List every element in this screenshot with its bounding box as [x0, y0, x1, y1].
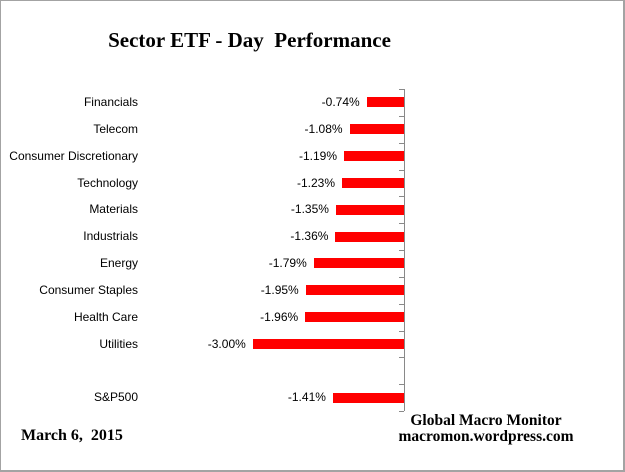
- axis-tick: [399, 411, 404, 412]
- category-label: Technology: [77, 175, 138, 190]
- bar: [349, 124, 404, 135]
- bar: [305, 285, 404, 296]
- value-label: -1.96%: [260, 309, 299, 324]
- value-label: -3.00%: [207, 336, 246, 351]
- category-label: Energy: [99, 256, 138, 270]
- bar: [305, 312, 404, 323]
- category-axis: [404, 89, 405, 411]
- axis-tick: [399, 277, 404, 278]
- bar: [313, 258, 404, 269]
- attribution-block: Global Macro Monitor macromon.wordpress.…: [369, 413, 603, 444]
- category-label: Utilities: [99, 336, 138, 351]
- category-label: Health Care: [73, 309, 138, 324]
- axis-tick: [399, 357, 404, 358]
- bar: [335, 204, 404, 215]
- bar: [332, 392, 404, 403]
- axis-tick: [399, 143, 404, 144]
- value-label: -1.19%: [298, 148, 338, 163]
- value-label: -1.41%: [287, 390, 326, 405]
- axis-tick: [399, 170, 404, 171]
- axis-tick: [399, 250, 404, 251]
- category-label: Industrials: [83, 229, 138, 244]
- attribution-source-name: Global Macro Monitor: [410, 412, 562, 429]
- axis-tick: [399, 223, 404, 224]
- value-label: -1.35%: [290, 202, 329, 217]
- chart-title: Sector ETF - Day Performance: [108, 28, 391, 52]
- axis-tick: [399, 304, 404, 305]
- value-label: -1.95%: [260, 282, 299, 297]
- category-label: S&P500: [93, 390, 138, 405]
- category-label: Telecom: [93, 121, 138, 136]
- attribution-source-url: macromon.wordpress.com: [398, 427, 574, 445]
- category-label: Consumer Discretionary: [9, 148, 138, 163]
- axis-tick: [399, 384, 404, 385]
- bar: [344, 151, 404, 162]
- value-label: -1.79%: [268, 256, 307, 270]
- bar: [252, 338, 404, 349]
- category-label: Financials: [83, 95, 138, 109]
- axis-tick: [399, 331, 404, 332]
- bar: [366, 97, 404, 108]
- value-label: -1.23%: [296, 175, 335, 190]
- date-label: March 6, 2015: [21, 427, 123, 444]
- axis-tick: [399, 116, 404, 117]
- bar: [335, 231, 404, 242]
- bar: [342, 177, 404, 188]
- axis-tick: [399, 89, 404, 90]
- value-label: -1.36%: [290, 229, 329, 244]
- category-label: Consumer Staples: [39, 282, 138, 297]
- value-label: -1.08%: [304, 121, 343, 136]
- category-label: Materials: [89, 202, 138, 217]
- axis-tick: [399, 196, 404, 197]
- value-label: -0.74%: [321, 95, 360, 109]
